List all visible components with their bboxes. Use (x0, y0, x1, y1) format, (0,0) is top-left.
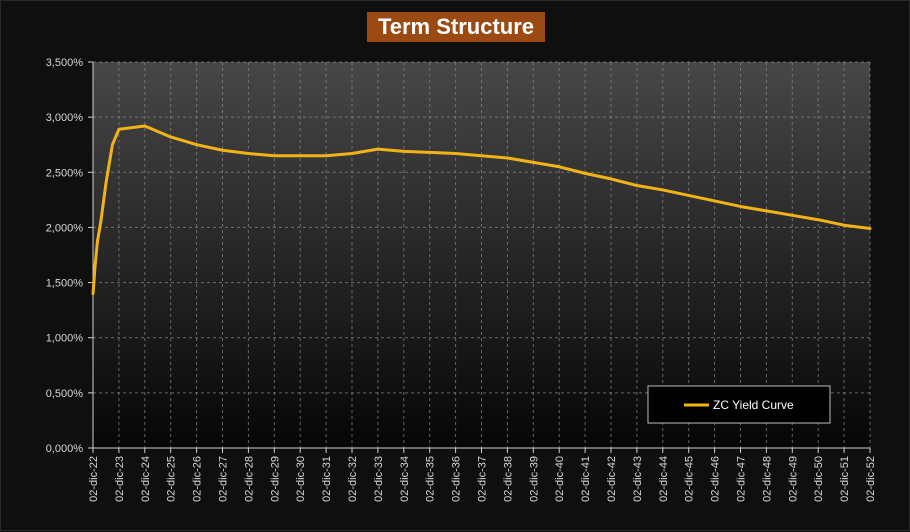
y-tick-label: 0,000% (46, 443, 84, 455)
y-tick-label: 3,000% (46, 112, 84, 124)
x-tick-label: 02-dic-38 (502, 456, 514, 502)
y-tick-label: 2,500% (46, 167, 84, 179)
y-tick-label: 1,500% (46, 278, 84, 290)
x-tick-label: 02-dic-32 (347, 456, 359, 502)
x-tick-label: 02-dic-30 (295, 456, 307, 502)
x-tick-label: 02-dic-52 (865, 456, 877, 502)
x-tick-label: 02-dic-34 (399, 456, 411, 502)
x-tick-label: 02-dic-41 (580, 456, 592, 502)
x-tick-label: 02-dic-42 (606, 456, 618, 502)
x-tick-label: 02-dic-48 (761, 456, 773, 502)
legend-box (647, 385, 831, 424)
x-tick-label: 02-dic-26 (192, 456, 204, 502)
x-axis-ticks: 02-dic-22 02-dic-23 02-dic-24 02-dic-25 02-d… (88, 448, 877, 502)
x-tick-label: 02-dic-25 (166, 456, 178, 502)
y-tick-label: 0,500% (46, 388, 84, 400)
legend: ZC Yield Curve (647, 385, 831, 424)
x-tick-label: 02-dic-23 (114, 456, 126, 502)
x-tick-label: 02-dic-47 (736, 456, 748, 502)
y-tick-label: 2,000% (46, 222, 84, 234)
y-tick-label: 1,000% (46, 333, 84, 345)
chart-title: Term Structure (367, 12, 545, 42)
x-tick-label: 02-dic-44 (658, 456, 670, 502)
x-tick-label: 02-dic-24 (140, 456, 152, 502)
grid-lines (93, 61, 871, 448)
x-tick-label: 02-dic-40 (554, 456, 566, 502)
x-tick-label: 02-dic-43 (632, 456, 644, 502)
x-tick-label: 02-dic-46 (710, 456, 722, 502)
x-tick-label: 02-dic-45 (684, 456, 696, 502)
x-tick-label: 02-dic-35 (425, 456, 437, 502)
x-tick-label: 02-dic-22 (88, 456, 100, 502)
x-tick-label: 02-dic-31 (321, 456, 333, 502)
x-tick-label: 02-dic-50 (813, 456, 825, 502)
x-tick-label: 02-dic-37 (477, 456, 489, 502)
legend-label: ZC Yield Curve (713, 398, 794, 412)
x-tick-label: 02-dic-49 (787, 456, 799, 502)
x-tick-label: 02-dic-51 (839, 456, 851, 502)
x-tick-label: 02-dic-39 (528, 456, 540, 502)
x-tick-label: 02-dic-36 (451, 456, 463, 502)
x-tick-label: 02-dic-29 (269, 456, 281, 502)
y-axis-ticks: 0,000% 0,500% 1,000% 1,500% 2,000% 2,500% 3,00… (46, 57, 93, 455)
x-tick-label: 02-dic-27 (218, 456, 230, 502)
series-line-zc-yield-curve (91, 124, 872, 296)
x-tick-label: 02-dic-28 (243, 456, 255, 502)
x-tick-label: 02-dic-33 (373, 456, 385, 502)
y-tick-label: 3,500% (46, 57, 84, 69)
series-layer (91, 124, 872, 296)
